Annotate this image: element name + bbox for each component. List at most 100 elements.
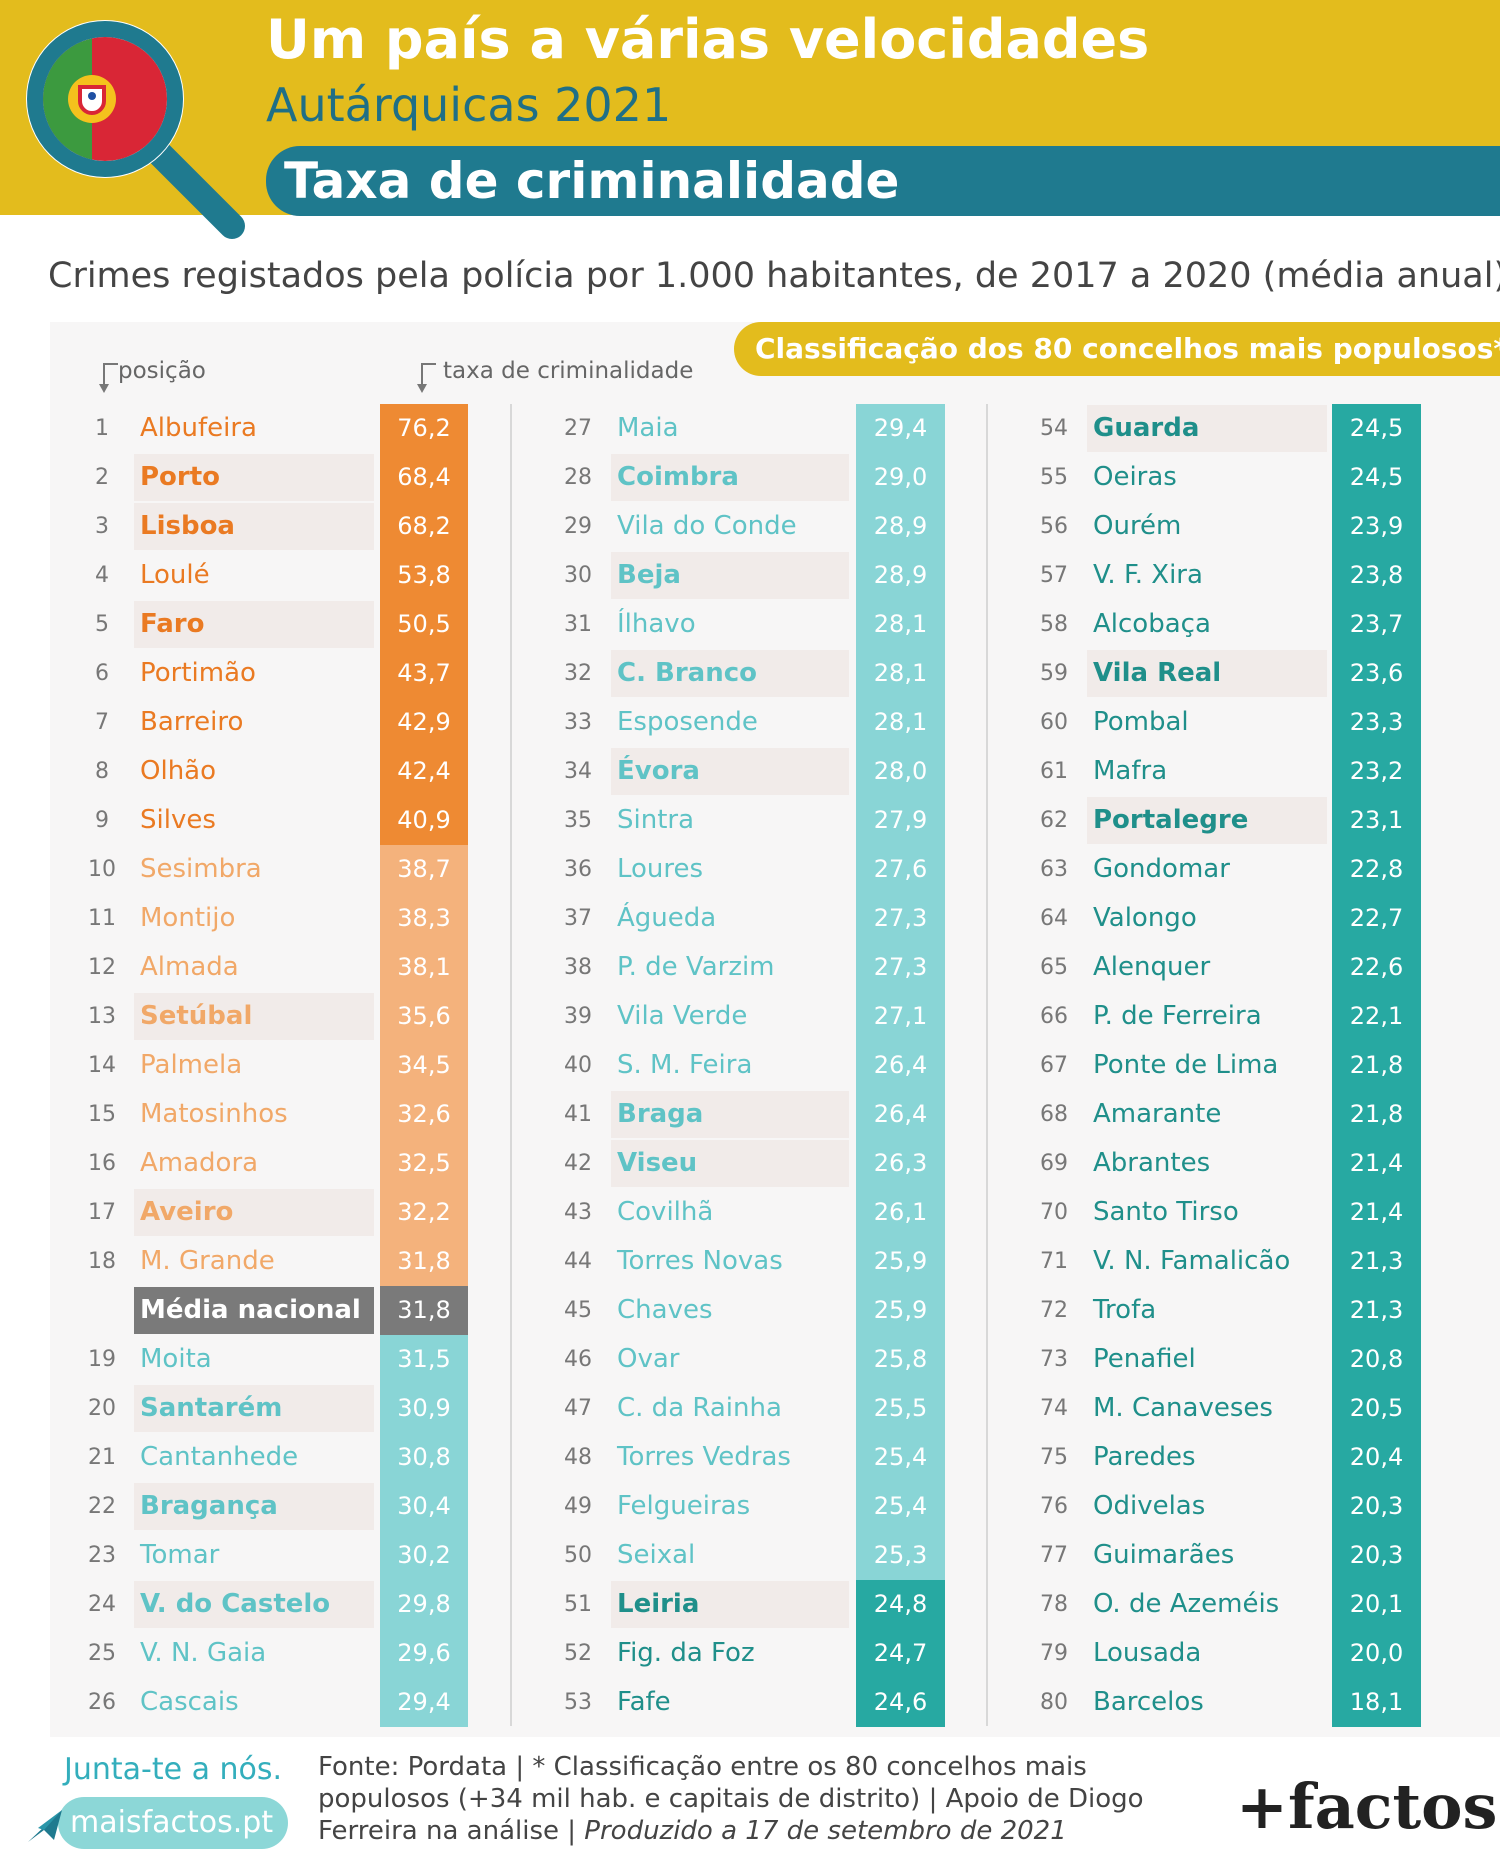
- row-rank: 10: [88, 857, 116, 882]
- value-bar-segment: [380, 404, 468, 845]
- municipality-name: Barcelos: [1093, 1687, 1204, 1717]
- municipality-name: M. Grande: [140, 1246, 275, 1276]
- down-arrow-icon: [99, 363, 118, 393]
- row-rank: 41: [564, 1102, 592, 1127]
- row-rank: 1: [95, 416, 109, 441]
- row-rank: 55: [1040, 465, 1068, 490]
- municipality-name: Águeda: [617, 903, 717, 933]
- district-capital-highlight: [611, 650, 849, 697]
- value-bar-segment: [380, 845, 468, 1286]
- row-rank: 75: [1040, 1445, 1068, 1470]
- crime-rate-value: 38,1: [397, 953, 451, 981]
- crime-rate-value: 31,8: [397, 1247, 451, 1275]
- row-rank: 50: [564, 1543, 592, 1568]
- row-rank: 53: [564, 1690, 592, 1715]
- crime-rate-value: 30,2: [397, 1541, 451, 1569]
- district-capital-highlight: [134, 1483, 374, 1530]
- topic-title: Taxa de criminalidade: [284, 152, 900, 210]
- crime-rate-value: 21,4: [1349, 1198, 1404, 1226]
- row-rank: 30: [564, 563, 592, 588]
- crime-rate-value: 23,1: [1349, 806, 1404, 834]
- crime-rate-value: 23,9: [1349, 512, 1404, 540]
- district-capital-highlight: [611, 454, 849, 501]
- district-capital-highlight: [1087, 650, 1327, 697]
- row-rank: 43: [564, 1200, 592, 1225]
- municipality-name: Torres Novas: [617, 1246, 783, 1276]
- value-bar-segment: [856, 1580, 945, 1727]
- municipality-name: Braga: [617, 1099, 704, 1129]
- national-average-highlight: [134, 1287, 374, 1334]
- row-rank: 45: [564, 1298, 592, 1323]
- crime-rate-value: 38,3: [397, 904, 451, 932]
- municipality-name: C. da Rainha: [617, 1393, 782, 1423]
- website-button[interactable]: [58, 1797, 288, 1849]
- row-rank: 11: [88, 906, 116, 931]
- row-rank: 67: [1040, 1053, 1068, 1078]
- municipality-name: Ovar: [617, 1344, 680, 1374]
- paper-plane-icon: [28, 1810, 62, 1842]
- row-rank: 46: [564, 1347, 592, 1372]
- crime-rate-value: 76,2: [397, 414, 451, 442]
- municipality-name: Fig. da Foz: [617, 1638, 755, 1668]
- column-divider: [986, 404, 988, 1726]
- crime-rate-value: 28,0: [873, 757, 928, 785]
- municipality-name: Fafe: [617, 1687, 671, 1717]
- row-rank: 63: [1040, 857, 1068, 882]
- municipality-name: Cantanhede: [140, 1442, 299, 1472]
- municipality-name: Guarda: [1093, 413, 1200, 443]
- page-title: Um país a várias velocidades: [266, 8, 1150, 71]
- row-rank: 47: [564, 1396, 592, 1421]
- row-rank: 19: [88, 1347, 116, 1372]
- row-rank: 23: [88, 1543, 116, 1568]
- municipality-name: Pombal: [1093, 707, 1189, 737]
- row-rank: 25: [88, 1641, 116, 1666]
- join-us-text: Junta-te a nós.: [64, 1752, 283, 1787]
- row-rank: 37: [564, 906, 592, 931]
- row-rank: 38: [564, 955, 592, 980]
- row-rank: 69: [1040, 1151, 1068, 1176]
- municipality-name: C. Branco: [617, 658, 757, 688]
- row-rank: 60: [1040, 710, 1068, 735]
- row-rank: 48: [564, 1445, 592, 1470]
- crime-rate-value: 27,6: [873, 855, 928, 883]
- crime-rate-value: 30,8: [397, 1443, 451, 1471]
- crime-rate-value: 31,5: [397, 1345, 451, 1373]
- crime-rate-value: 29,4: [873, 414, 928, 442]
- municipality-name: Amarante: [1093, 1099, 1222, 1129]
- row-rank: 6: [95, 661, 109, 686]
- municipality-name: Beja: [617, 560, 681, 590]
- district-capital-highlight: [134, 503, 374, 550]
- municipality-name: Barreiro: [140, 707, 244, 737]
- district-capital-highlight: [134, 1581, 374, 1628]
- brand-logo: +factos: [1236, 1770, 1498, 1843]
- municipality-name: Penafiel: [1093, 1344, 1196, 1374]
- row-rank: 5: [95, 612, 109, 637]
- row-rank: 35: [564, 808, 592, 833]
- municipality-name: Palmela: [140, 1050, 243, 1080]
- municipality-name: Guimarães: [1093, 1540, 1235, 1570]
- crime-rate-value: 22,8: [1349, 855, 1404, 883]
- crime-rate-value: 22,7: [1349, 904, 1404, 932]
- municipality-name: Aveiro: [140, 1197, 234, 1227]
- crime-rate-value: 29,8: [397, 1590, 451, 1618]
- row-rank: 56: [1040, 514, 1068, 539]
- municipality-name: Almada: [140, 952, 239, 982]
- row-rank: 20: [88, 1396, 116, 1421]
- crime-rate-value: 24,5: [1349, 414, 1404, 442]
- row-rank: 65: [1040, 955, 1068, 980]
- municipality-name: Felgueiras: [617, 1491, 751, 1521]
- website-link[interactable]: maisfactos.pt: [70, 1805, 274, 1840]
- row-rank: 31: [564, 612, 592, 637]
- municipality-name: V. N. Gaia: [140, 1638, 267, 1668]
- municipality-name: Alcobaça: [1093, 609, 1211, 639]
- crime-rate-value: 29,4: [397, 1688, 451, 1716]
- crime-rate-value: 24,7: [873, 1639, 928, 1667]
- municipality-name: Vila do Conde: [617, 511, 797, 541]
- row-rank: 78: [1040, 1592, 1068, 1617]
- row-rank: 72: [1040, 1298, 1068, 1323]
- municipality-name: Lisboa: [140, 511, 235, 541]
- crime-rate-value: 22,6: [1349, 953, 1404, 981]
- municipality-name: Vila Real: [1093, 658, 1222, 688]
- crime-rate-value: 20,8: [1349, 1345, 1404, 1373]
- crime-rate-value: 32,6: [397, 1100, 451, 1128]
